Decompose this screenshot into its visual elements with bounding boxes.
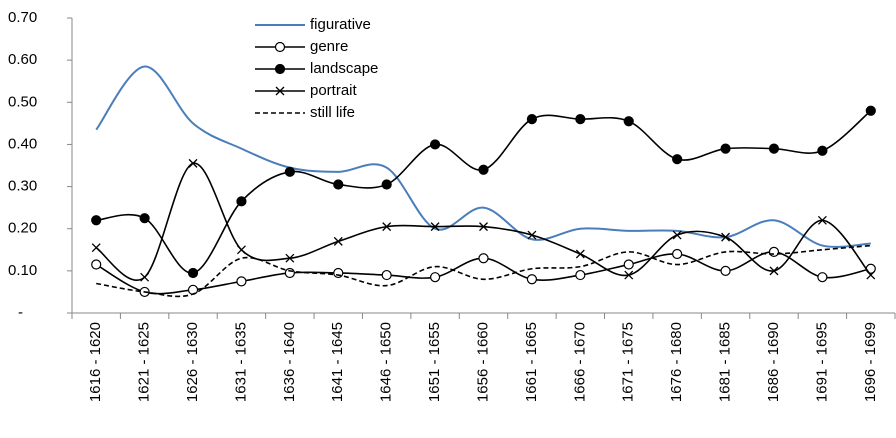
- point: [429, 272, 441, 283]
- series-line: [95, 162, 872, 281]
- point: [769, 266, 779, 276]
- legend-label: still life: [310, 104, 355, 121]
- point: [575, 249, 585, 259]
- point: [429, 139, 441, 150]
- point: [623, 116, 634, 127]
- point: [140, 272, 150, 282]
- legend-marker: [275, 86, 285, 96]
- y-tick-label: 0.20: [8, 220, 37, 237]
- point: [285, 253, 295, 263]
- point: [623, 259, 634, 270]
- point: [91, 259, 102, 270]
- point: [139, 213, 150, 224]
- point: [187, 284, 199, 295]
- x-tick-label: 1636 - 1640: [281, 322, 298, 402]
- point: [91, 243, 101, 253]
- x-tick-label: 1641 - 1645: [329, 322, 346, 402]
- y-tick-label: 0.10: [8, 262, 37, 279]
- point: [91, 215, 102, 226]
- point: [526, 114, 538, 125]
- x-tick-label: 1651 - 1655: [426, 322, 443, 402]
- point: [768, 143, 780, 154]
- legend-label: genre: [310, 38, 348, 55]
- point: [768, 246, 780, 257]
- legend-marker: [274, 63, 286, 75]
- point: [188, 158, 198, 168]
- point: [478, 164, 489, 175]
- x-tick-label: 1656 - 1660: [474, 322, 491, 402]
- point: [284, 166, 295, 177]
- x-tick-label: 1621 - 1625: [136, 322, 153, 402]
- y-tick-label: 0.60: [8, 51, 37, 68]
- point: [236, 196, 247, 207]
- point: [672, 230, 682, 240]
- point: [479, 222, 488, 232]
- point: [382, 222, 392, 232]
- point: [333, 236, 343, 246]
- y-tick-label: -: [18, 304, 23, 321]
- y-tick-label: 0.70: [8, 9, 37, 26]
- point: [526, 274, 538, 285]
- y-tick-label: 0.40: [8, 135, 37, 152]
- y-tick-label: 0.30: [8, 178, 37, 195]
- point: [187, 267, 199, 279]
- series-line: [96, 244, 871, 298]
- x-tick-label: 1616 - 1620: [87, 322, 104, 402]
- point: [672, 154, 683, 165]
- point: [527, 230, 537, 240]
- legend-label: landscape: [310, 60, 378, 77]
- x-tick-label: 1666 - 1670: [571, 322, 588, 402]
- x-tick-label: 1626 - 1630: [184, 322, 201, 402]
- point: [866, 270, 876, 280]
- point: [865, 105, 876, 116]
- x-tick-label: 1671 - 1675: [620, 322, 637, 402]
- point: [430, 222, 440, 232]
- x-tick-label: 1631 - 1635: [232, 322, 249, 402]
- point: [236, 245, 246, 255]
- x-tick-label: 1686 - 1690: [765, 322, 782, 402]
- point: [720, 265, 731, 276]
- point: [817, 272, 828, 283]
- point: [817, 215, 827, 225]
- point: [720, 143, 731, 154]
- legend-marker: [274, 41, 286, 53]
- x-tick-label: 1681 - 1685: [717, 322, 734, 402]
- x-tick-label: 1646 - 1650: [378, 322, 395, 402]
- point: [478, 253, 489, 264]
- series-line: [95, 65, 871, 248]
- x-tick-label: 1676 - 1680: [668, 322, 685, 402]
- legend-label: portrait: [310, 82, 358, 99]
- x-tick-label: 1696 - 1699: [862, 322, 879, 402]
- point: [236, 276, 247, 287]
- point: [333, 267, 344, 279]
- point: [333, 179, 344, 190]
- y-tick-label: 0.50: [8, 93, 37, 110]
- legend-label: figurative: [310, 16, 371, 33]
- point: [381, 179, 392, 190]
- x-tick-label: 1661 - 1665: [523, 322, 540, 402]
- point: [721, 232, 731, 242]
- point: [575, 114, 586, 125]
- point: [624, 270, 634, 280]
- point: [284, 267, 295, 279]
- point: [817, 145, 828, 156]
- point: [575, 269, 586, 281]
- point: [672, 248, 683, 260]
- point: [381, 269, 392, 281]
- x-tick-label: 1691 - 1695: [813, 322, 830, 402]
